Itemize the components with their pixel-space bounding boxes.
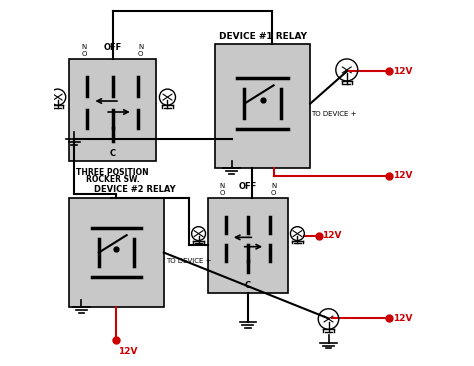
- Text: 12V: 12V: [118, 347, 137, 356]
- Text: N
O: N O: [271, 183, 276, 196]
- Bar: [208, 198, 288, 293]
- Bar: [69, 59, 156, 161]
- Text: 12V: 12V: [392, 67, 412, 76]
- Text: THREE POSITION: THREE POSITION: [76, 168, 149, 177]
- Text: N
O: N O: [219, 183, 225, 196]
- Text: OFF: OFF: [239, 182, 257, 191]
- Text: TO DEVICE +: TO DEVICE +: [165, 258, 211, 264]
- Text: ROCKER SW.: ROCKER SW.: [86, 175, 139, 184]
- Bar: [69, 198, 164, 307]
- Text: DEVICE #2 RELAY: DEVICE #2 RELAY: [94, 185, 175, 194]
- Text: 12V: 12V: [392, 314, 412, 323]
- Text: TO DEVICE +: TO DEVICE +: [311, 111, 356, 117]
- Text: 12V: 12V: [392, 171, 412, 180]
- Text: DEVICE #1 RELAY: DEVICE #1 RELAY: [219, 32, 307, 41]
- Text: N
O: N O: [138, 44, 143, 57]
- Text: C: C: [109, 149, 116, 158]
- Text: OFF: OFF: [103, 43, 122, 52]
- Text: 12V: 12V: [322, 231, 341, 240]
- Bar: [215, 44, 310, 168]
- Text: N
O: N O: [82, 44, 87, 57]
- Text: C: C: [245, 281, 251, 290]
